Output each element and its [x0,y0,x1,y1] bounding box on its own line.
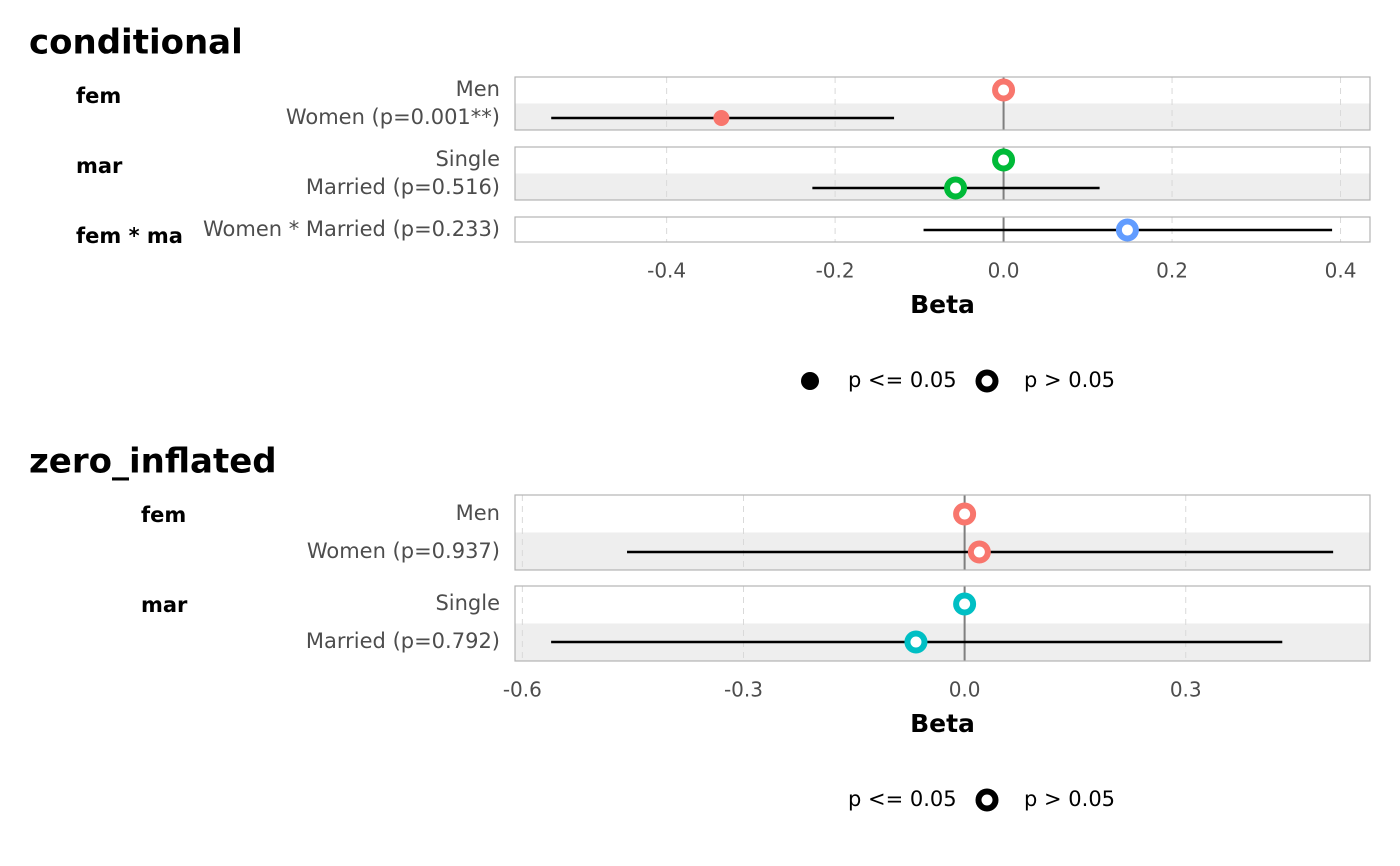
estimate-point [944,176,968,200]
tick-label: -0.4 [647,259,686,283]
tick-label: 0.2 [1156,259,1188,283]
estimate-point [713,110,730,126]
estimate-point [1115,218,1139,242]
facet-border [514,146,1371,201]
tick-label: 0.3 [1170,678,1202,702]
row-band [515,103,1370,130]
tick-label: -0.6 [503,678,542,702]
legend-label: p > 0.05 [1024,368,1115,392]
tick-label: -0.2 [816,259,855,283]
row-label: Women (p=0.001**) [286,105,500,129]
row-label: Single [435,147,500,171]
tick-label: 0.0 [988,259,1020,283]
estimate-point [953,502,977,526]
row-label: Married (p=0.516) [306,175,500,199]
row-label: Men [456,501,500,525]
panel-title: zero_inflated [29,442,277,482]
row-label: Married (p=0.792) [306,629,500,653]
estimate-point [992,78,1016,102]
group-label: mar [141,593,188,617]
legend-key-open [975,369,999,393]
group-label: fem [76,84,121,108]
legend-label: p <= 0.05 [848,787,957,811]
group-label: mar [76,154,123,178]
row-label: Women * Married (p=0.233) [203,217,500,241]
legend-label: p <= 0.05 [848,368,957,392]
row-band [515,173,1370,200]
group-label: fem [141,503,186,527]
estimate-point [967,540,991,564]
legend-label: p > 0.05 [1024,787,1115,811]
estimate-point [992,148,1016,172]
tick-label: -0.3 [724,678,763,702]
facet-border [514,494,1371,571]
x-axis-title: Beta [910,290,975,319]
facet-border [514,585,1371,662]
legend-key-open [975,788,999,812]
row-label: Women (p=0.937) [307,539,500,563]
facet-border [514,76,1371,131]
facet-border [514,216,1371,243]
row-label: Men [456,77,500,101]
estimate-point [904,630,928,654]
group-label: fem * ma [76,224,183,248]
legend-key-filled [801,372,819,390]
panel-title: conditional [29,23,243,63]
tick-label: 0.4 [1325,259,1357,283]
x-axis-title: Beta [910,709,975,738]
tick-label: 0.0 [949,678,981,702]
estimate-point [953,592,977,616]
row-label: Single [435,591,500,615]
